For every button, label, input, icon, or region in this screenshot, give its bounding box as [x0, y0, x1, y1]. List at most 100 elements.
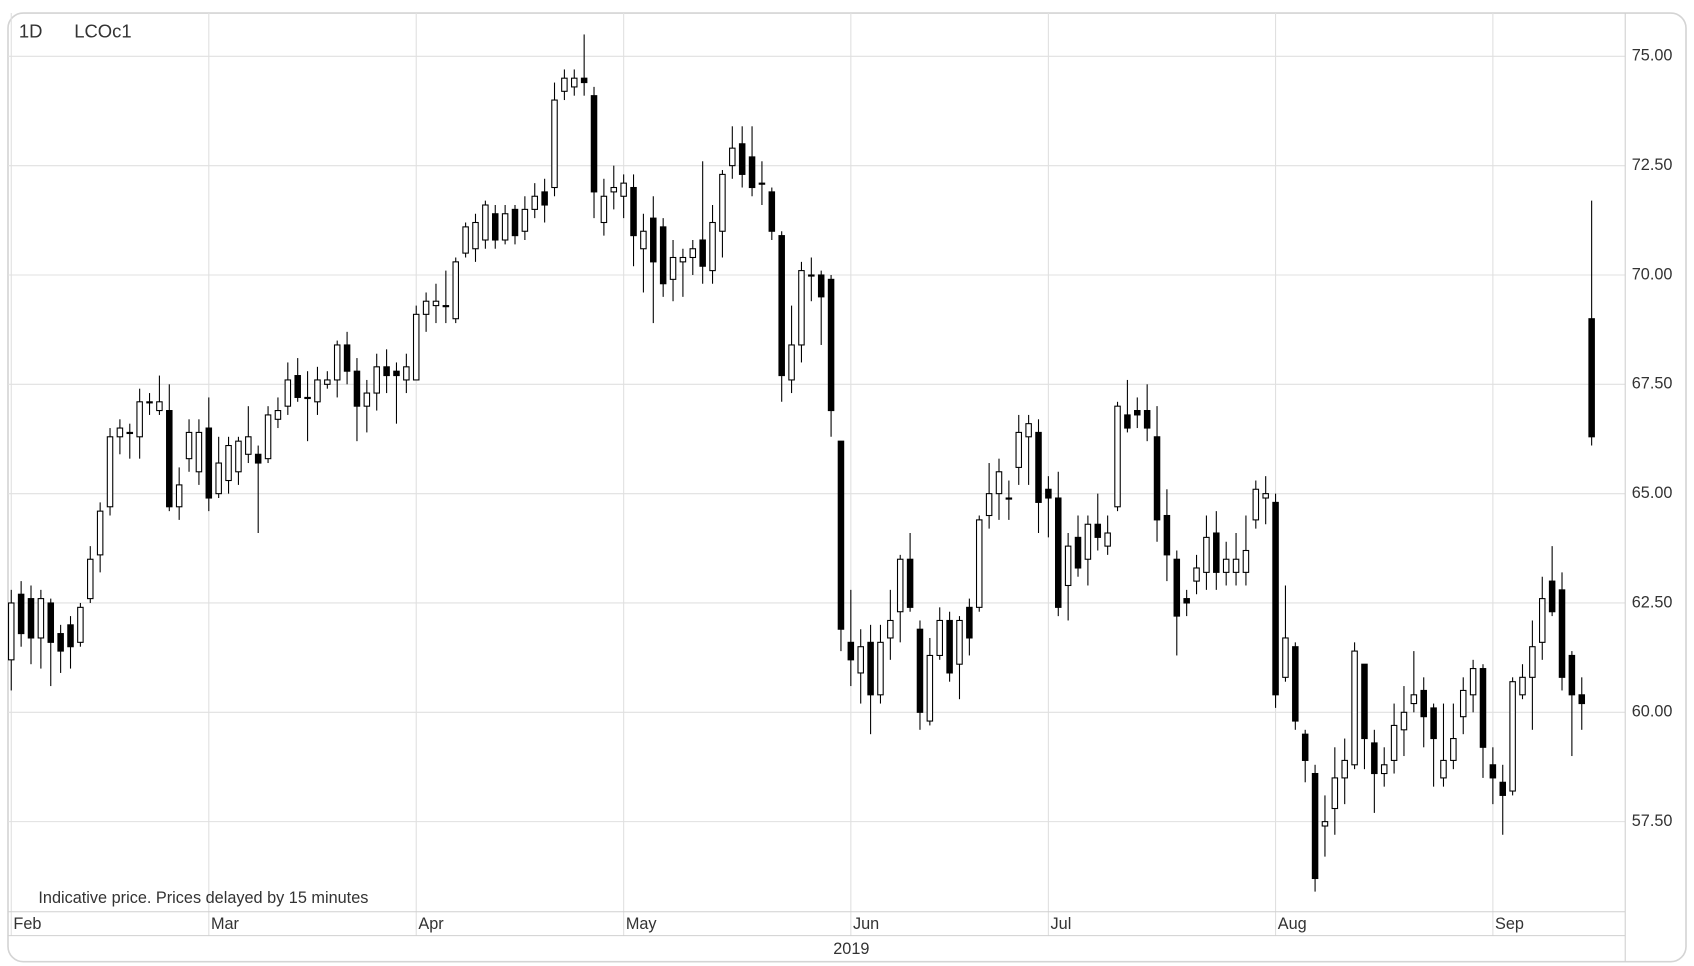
x-tick-label: Feb [13, 915, 41, 933]
candle-body [768, 191, 776, 232]
candle-body [1005, 497, 1013, 500]
candle-body [491, 213, 499, 241]
candles [7, 34, 1595, 892]
candle-body [699, 239, 706, 267]
candle-body [1292, 646, 1299, 722]
y-tick-label: 57.50 [1632, 812, 1673, 830]
candle-body [1222, 558, 1230, 573]
candle-body [324, 379, 331, 385]
candle-body [185, 431, 193, 460]
candle-body [462, 226, 469, 254]
candle-body [1529, 646, 1536, 678]
candle-body [798, 270, 805, 346]
candle-body [17, 593, 25, 635]
candle-body [640, 230, 647, 250]
candle-body [1548, 580, 1556, 613]
candle-body [1282, 637, 1289, 678]
candle-body [205, 427, 213, 499]
candle-body [995, 471, 1003, 495]
candle-body [422, 300, 430, 315]
x-tick-label: Apr [418, 915, 444, 933]
candle-body [383, 366, 390, 377]
candle-body [561, 77, 568, 92]
candle-body [511, 208, 519, 237]
candle-body [679, 256, 687, 263]
candle-body [827, 278, 835, 412]
candle-body [1371, 742, 1378, 775]
candle-body [975, 519, 983, 608]
candle-body [729, 147, 736, 167]
candle-body [1400, 711, 1408, 731]
candle-body [1558, 589, 1566, 678]
candle-body [946, 619, 953, 674]
candle-body [1104, 532, 1111, 547]
candle-body [1163, 514, 1171, 556]
candle-body [235, 440, 242, 473]
candle-body [1232, 558, 1240, 573]
candle-body [373, 366, 380, 394]
candle-body [1588, 318, 1595, 438]
candle-body [1311, 772, 1319, 880]
candle-body [87, 558, 94, 600]
candle-body [77, 606, 84, 643]
candle-body [501, 213, 509, 241]
y-tick-label: 65.00 [1632, 484, 1673, 502]
chart-title: LCOc1 [74, 20, 131, 41]
candle-body [314, 379, 321, 403]
candle-body [1341, 759, 1348, 779]
candle-body [1459, 689, 1467, 718]
candle-body [1380, 764, 1388, 775]
candle-body [264, 414, 272, 460]
candle-body [1143, 410, 1151, 429]
candle-body [1045, 488, 1052, 499]
candle-body [709, 221, 716, 272]
candle-body [166, 410, 173, 508]
candle-body [175, 484, 183, 508]
candle-body [669, 256, 677, 280]
candle-body [274, 410, 282, 420]
candle-body [916, 628, 924, 713]
candle-body [659, 226, 667, 285]
candle-body [1173, 558, 1181, 617]
candle-body [571, 77, 578, 88]
candle-body [393, 370, 400, 377]
y-tick-label: 62.50 [1632, 593, 1673, 611]
candle-body [610, 186, 618, 193]
candle-body [57, 633, 64, 652]
candle-body [1134, 410, 1141, 416]
candle-body [333, 344, 341, 381]
candle-body [788, 344, 795, 381]
x-tick-label: Sep [1495, 915, 1524, 933]
y-tick-label: 72.50 [1632, 156, 1673, 174]
candle-body [650, 217, 657, 263]
candle-body [1272, 501, 1279, 696]
candle-body [906, 558, 914, 608]
candle-body [985, 493, 993, 517]
candle-body [1509, 681, 1516, 792]
candle-body [215, 462, 222, 495]
candle-body [47, 602, 55, 643]
candle-body [1193, 567, 1200, 582]
y-tick-label: 70.00 [1632, 265, 1673, 283]
candle-body [738, 143, 746, 175]
candle-body [1025, 423, 1032, 438]
candle-body [936, 619, 943, 656]
x-tick-label: Jun [853, 915, 879, 933]
candle-body [1410, 694, 1418, 705]
candle-body [1015, 431, 1023, 468]
x-tick-label: Jul [1051, 915, 1072, 933]
candle-body [551, 99, 558, 189]
candle-body [867, 641, 874, 696]
candle-body [472, 221, 479, 250]
candle-body [1519, 676, 1526, 696]
candle-body [412, 313, 420, 381]
candle-body [482, 204, 489, 241]
candle-body [531, 195, 539, 210]
candle-body [96, 510, 104, 556]
candle-body [353, 370, 361, 407]
candle-body [254, 453, 262, 464]
candle-body [817, 274, 825, 298]
candle-body [1114, 405, 1121, 508]
candle-body [27, 598, 35, 639]
